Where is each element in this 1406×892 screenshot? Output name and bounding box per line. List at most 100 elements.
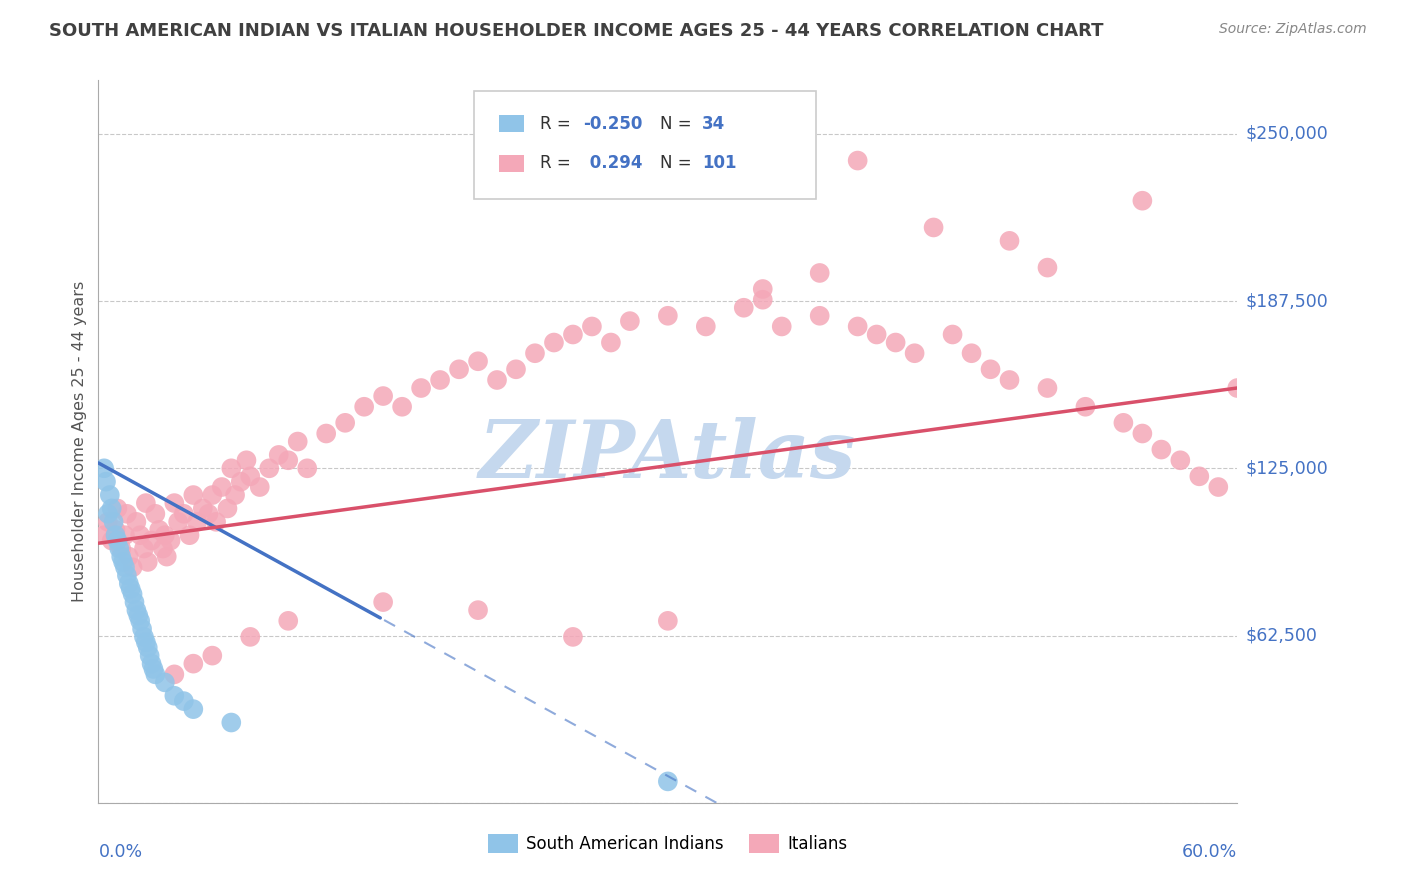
Point xyxy=(1132,426,1154,441)
Point xyxy=(1170,453,1192,467)
Point xyxy=(277,614,299,628)
Legend: South American Indians, Italians: South American Indians, Italians xyxy=(481,827,855,860)
Point xyxy=(121,587,143,601)
Text: 60.0%: 60.0% xyxy=(1182,843,1237,861)
Point xyxy=(183,657,205,671)
Point xyxy=(186,515,208,529)
FancyBboxPatch shape xyxy=(499,115,524,132)
Point xyxy=(114,560,136,574)
Point xyxy=(125,603,148,617)
Point xyxy=(287,434,309,449)
Point xyxy=(695,319,717,334)
Point xyxy=(97,515,120,529)
Point xyxy=(998,373,1021,387)
Point xyxy=(562,630,585,644)
Point xyxy=(110,541,132,556)
Point xyxy=(121,560,143,574)
Point xyxy=(904,346,927,360)
Point xyxy=(619,314,641,328)
Text: SOUTH AMERICAN INDIAN VS ITALIAN HOUSEHOLDER INCOME AGES 25 - 44 YEARS CORRELATI: SOUTH AMERICAN INDIAN VS ITALIAN HOUSEHO… xyxy=(49,22,1104,40)
Point xyxy=(97,507,120,521)
Point xyxy=(429,373,451,387)
Point xyxy=(145,667,167,681)
Point xyxy=(224,488,246,502)
Text: 34: 34 xyxy=(702,115,725,133)
Point xyxy=(124,595,146,609)
Point xyxy=(335,416,357,430)
Point xyxy=(249,480,271,494)
Point xyxy=(371,595,394,609)
Point xyxy=(107,533,129,548)
Text: N =: N = xyxy=(659,154,697,172)
Point xyxy=(1074,400,1097,414)
Point xyxy=(259,461,281,475)
Point xyxy=(942,327,965,342)
Point xyxy=(391,400,413,414)
Point xyxy=(229,475,252,489)
Point xyxy=(163,689,186,703)
Point xyxy=(112,555,135,569)
Point xyxy=(132,541,155,556)
Point xyxy=(752,293,775,307)
Text: $62,500: $62,500 xyxy=(1246,626,1317,645)
Point xyxy=(115,507,138,521)
Point xyxy=(104,523,127,537)
Point xyxy=(120,582,142,596)
Point xyxy=(297,461,319,475)
Point xyxy=(846,153,869,168)
Point xyxy=(581,319,603,334)
Point xyxy=(94,475,117,489)
Point xyxy=(104,528,127,542)
Point xyxy=(277,453,299,467)
Point xyxy=(221,715,243,730)
Point xyxy=(960,346,983,360)
Text: R =: R = xyxy=(540,115,576,133)
Point xyxy=(142,662,165,676)
Point xyxy=(148,523,170,537)
Point xyxy=(163,496,186,510)
Point xyxy=(467,603,489,617)
Point xyxy=(118,576,141,591)
Text: Source: ZipAtlas.com: Source: ZipAtlas.com xyxy=(1219,22,1367,37)
Point xyxy=(239,630,262,644)
Point xyxy=(125,515,148,529)
Point xyxy=(141,657,163,671)
Point xyxy=(153,675,176,690)
Point xyxy=(1226,381,1249,395)
Point xyxy=(733,301,755,315)
Point xyxy=(600,335,623,350)
Point xyxy=(173,694,195,708)
Point xyxy=(657,614,679,628)
Point xyxy=(411,381,433,395)
Point xyxy=(217,501,239,516)
Point xyxy=(163,667,186,681)
Point xyxy=(205,515,228,529)
Point xyxy=(179,528,201,542)
Point xyxy=(353,400,375,414)
Text: $125,000: $125,000 xyxy=(1246,459,1329,477)
Point xyxy=(110,549,132,564)
Point xyxy=(108,541,131,556)
Point xyxy=(866,327,889,342)
Text: R =: R = xyxy=(540,154,576,172)
Point xyxy=(998,234,1021,248)
Text: 0.0%: 0.0% xyxy=(98,843,142,861)
Point xyxy=(770,319,793,334)
Point xyxy=(1132,194,1154,208)
Point xyxy=(752,282,775,296)
Point xyxy=(93,528,115,542)
Point xyxy=(153,528,176,542)
Point xyxy=(922,220,945,235)
Point xyxy=(132,630,155,644)
Point xyxy=(100,533,122,548)
Point xyxy=(315,426,337,441)
Text: 101: 101 xyxy=(702,154,737,172)
Point xyxy=(846,319,869,334)
Point xyxy=(371,389,394,403)
Y-axis label: Householder Income Ages 25 - 44 years: Householder Income Ages 25 - 44 years xyxy=(72,281,87,602)
Point xyxy=(141,533,163,548)
Point xyxy=(183,702,205,716)
Point xyxy=(267,448,290,462)
Point xyxy=(93,461,115,475)
Point xyxy=(201,648,224,663)
